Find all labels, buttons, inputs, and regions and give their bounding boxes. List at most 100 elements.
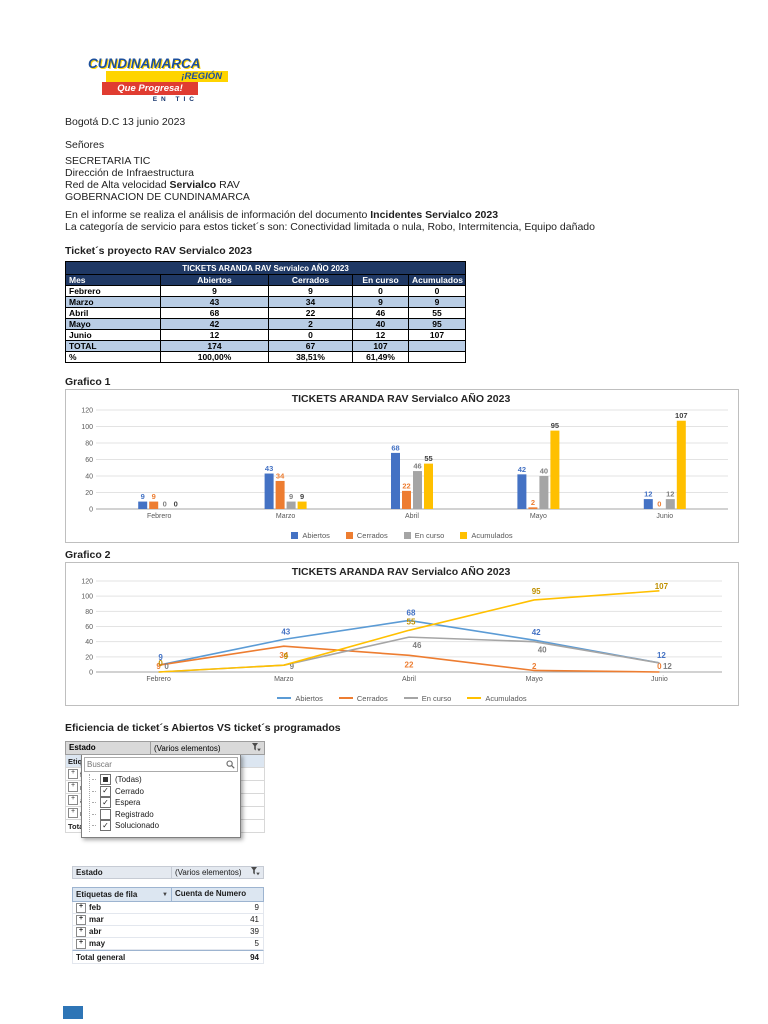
tickets-summary-table: TICKETS ARANDA RAV Servialco AÑO 2023 Mes… [64,261,467,363]
svg-text:12: 12 [657,651,666,660]
table-title: TICKETS ARANDA RAV Servialco AÑO 2023 [64,261,467,275]
intro-paragraph: En el informe se realiza el análisis de … [65,209,725,233]
pivot-data-row: + abr 39 [72,926,264,938]
pivot-row-label: mar [89,915,104,924]
line-chart-svg: TICKETS ARANDA RAV Servialco AÑO 2023020… [81,565,722,683]
legend-item: Abiertos [291,531,330,540]
expand-icon[interactable]: + [68,808,78,818]
cell-value: 68 [160,307,269,319]
expand-icon[interactable]: + [76,938,86,949]
pivot-value-header: Cuenta de Numero [175,889,247,898]
logo-text-progresa: Que Progresa! [102,82,198,95]
legend-label: Abiertos [295,693,323,703]
svg-text:100: 100 [81,424,93,431]
recipient-line-3-bold: Servialco [169,179,217,191]
legend-label: Acumulados [485,693,527,703]
cell-value: 40 [352,318,409,330]
eficiencia-heading: Eficiencia de ticket´s Abiertos VS ticke… [65,722,341,734]
pivot-filter-row: Estado (Varios elementos) [72,866,264,879]
recipient-line-4: GOBERNACION DE CUNDINAMARCA [65,191,250,203]
pivot-data-row: + feb 9 [72,902,264,914]
checkbox-checked-icon[interactable] [100,797,111,809]
legend-label: Acumulados [471,530,513,540]
filter-option[interactable]: Registrado [90,808,238,821]
pivot-rows: + feb 9 + mar 41 + abr 39 + may 5 [72,902,264,950]
checkbox-checked-icon[interactable] [100,785,111,797]
cell-value: 42 [160,318,269,330]
legend-item: Acumulados [467,693,527,703]
expand-icon[interactable]: + [76,902,86,913]
filter-search-box[interactable] [84,757,238,772]
row-label: TOTAL [65,340,161,352]
cell-value: 9 [407,296,467,308]
filter-option-label: Cerrado [115,786,144,796]
pivot-table: Estado (Varios elementos) Etiquetas de f… [72,866,264,964]
filter-field-value[interactable]: (Varios elementos) [151,741,265,755]
svg-text:0: 0 [89,670,93,677]
expand-icon[interactable]: + [68,769,78,779]
svg-text:0: 0 [158,659,163,668]
filter-option-label: Registrado [115,809,154,819]
expand-icon[interactable]: + [76,914,86,925]
filter-funnel-icon[interactable] [252,742,261,754]
checkbox-checked-icon[interactable] [100,820,111,832]
cell-value: 9 [160,285,269,297]
filter-option[interactable]: Solucionado [90,820,238,832]
expand-icon[interactable]: + [68,795,78,805]
cell-value: 67 [268,340,353,352]
svg-text:40: 40 [538,646,547,655]
search-input[interactable] [85,760,224,769]
svg-text:TICKETS ARANDA RAV Servialco A: TICKETS ARANDA RAV Servialco AÑO 2023 [292,392,511,405]
pivot-filter-value[interactable]: (Varios elementos) [172,866,264,879]
filter-option[interactable]: Espera [90,797,238,809]
pivot-funnel-icon[interactable] [251,867,260,878]
pivot-data-row: + mar 41 [72,914,264,926]
svg-text:107: 107 [675,411,688,420]
svg-text:43: 43 [281,627,290,636]
pivot-row-value: 39 [250,927,259,936]
row-label: Junio [65,329,161,341]
pivot-row-header[interactable]: Etiquetas de fila ▼ [73,888,172,901]
dropdown-arrow-icon[interactable]: ▼ [162,891,168,898]
row-label: Abril [65,307,161,319]
pivot-total-value: 94 [250,952,259,962]
svg-text:42: 42 [532,628,541,637]
cell-value: 0 [352,285,409,297]
svg-text:95: 95 [532,587,541,596]
expand-icon[interactable]: + [76,926,86,937]
svg-text:Marzo: Marzo [276,513,296,520]
svg-text:43: 43 [265,464,273,473]
filter-option[interactable]: Cerrado [90,785,238,798]
legend-swatch [345,531,353,539]
line-chart: TICKETS ARANDA RAV Servialco AÑO 2023 0 20… [65,562,739,706]
pivot-row-label: may [89,939,106,948]
recipient-line-3-post: RAV [216,179,240,191]
svg-text:0: 0 [89,507,93,514]
svg-text:12: 12 [644,490,652,499]
svg-text:9: 9 [158,653,163,662]
svg-text:20: 20 [85,654,93,661]
search-icon[interactable] [224,760,237,769]
svg-text:9: 9 [141,492,145,501]
pivot-row-header-text: Etiquetas de fila [76,890,138,899]
cell-value: 12 [160,329,269,341]
svg-text:68: 68 [391,443,399,452]
table-row: Mayo 42 2 40 95 [65,318,467,330]
svg-text:9: 9 [284,652,289,661]
cell-value: 95 [407,318,467,330]
filter-option[interactable]: (Todas) [90,774,238,786]
cell-value: 22 [268,307,353,319]
checkbox-unchecked-icon[interactable] [100,808,111,820]
recipient-line-2: Dirección de Infraestructura [65,167,194,179]
svg-text:Mayo: Mayo [530,513,547,520]
svg-text:0: 0 [657,500,661,509]
checkbox-partial-icon[interactable] [100,774,111,786]
cell-value: 38,51% [268,351,353,363]
logo-text-entic: EN TIC [152,96,198,103]
expand-icon[interactable]: + [68,782,78,792]
table-title-row: TICKETS ARANDA RAV Servialco AÑO 2023 [64,261,467,275]
svg-text:46: 46 [413,462,421,471]
svg-text:80: 80 [85,441,93,448]
pivot-header-row: Etiquetas de fila ▼ Cuenta de Numero [72,887,264,902]
